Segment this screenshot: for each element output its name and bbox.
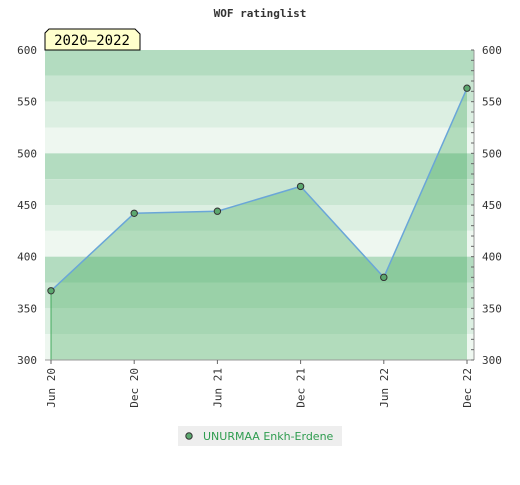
background-band <box>45 256 474 283</box>
background-band <box>45 179 474 205</box>
y-tick-label-right: 350 <box>482 302 502 315</box>
background-band <box>45 75 474 102</box>
background-band <box>45 153 474 180</box>
x-tick-label: Jun 20 <box>45 368 58 408</box>
series-area <box>51 88 467 360</box>
y-tick-label-left: 450 <box>17 199 37 212</box>
y-tick-label-left: 350 <box>17 302 37 315</box>
y-tick-label-left: 300 <box>17 354 37 367</box>
y-tick-label-right: 300 <box>482 354 502 367</box>
legend: UNURMAA Enkh-Erdene <box>178 426 342 446</box>
data-point <box>463 84 471 92</box>
area-layer <box>50 87 468 360</box>
background-band <box>45 50 474 76</box>
legend-box <box>178 426 342 446</box>
background-band <box>45 334 474 360</box>
y-tick-label-left: 600 <box>17 44 37 57</box>
data-point <box>380 273 388 282</box>
x-tick-label: Dec 21 <box>295 368 308 408</box>
period-badge: 2020–2022 <box>44 28 141 51</box>
legend-label: UNURMAA Enkh-Erdene <box>203 430 334 443</box>
background-band <box>45 127 474 154</box>
x-tick-label: Dec 22 <box>461 368 474 408</box>
y-tick-label-left: 550 <box>17 96 37 109</box>
background-band <box>45 205 474 231</box>
background-band <box>45 282 474 309</box>
y-tick-label-right: 450 <box>482 199 502 212</box>
period-badge-label: 2020–2022 <box>54 33 130 49</box>
x-tick-label: Jun 22 <box>378 368 391 408</box>
data-point <box>213 207 222 215</box>
x-tick-label: Jun 21 <box>211 368 224 408</box>
data-point <box>130 209 138 217</box>
background-band <box>45 101 474 128</box>
y-tick-label-right: 500 <box>482 147 502 160</box>
period-badge-shape <box>44 28 141 51</box>
data-point <box>47 287 55 295</box>
background-bands <box>45 50 474 360</box>
x-tick-label: Dec 20 <box>128 368 141 408</box>
y-tick-label-right: 600 <box>482 44 502 57</box>
series-line <box>50 87 468 292</box>
legend-marker <box>185 432 193 440</box>
data-point <box>296 182 305 191</box>
y-tick-label-left: 400 <box>17 251 37 264</box>
y-tick-label-right: 400 <box>482 251 502 264</box>
axes: 300 300 350 350 400 400 450 450 500 500 550 550 600 6… <box>17 44 502 408</box>
y-tick-label-right: 550 <box>482 96 502 109</box>
chart-title: WOF ratinglist <box>214 7 307 20</box>
background-band <box>45 308 474 335</box>
y-tick-label-left: 500 <box>17 147 37 160</box>
data-markers <box>47 84 471 295</box>
